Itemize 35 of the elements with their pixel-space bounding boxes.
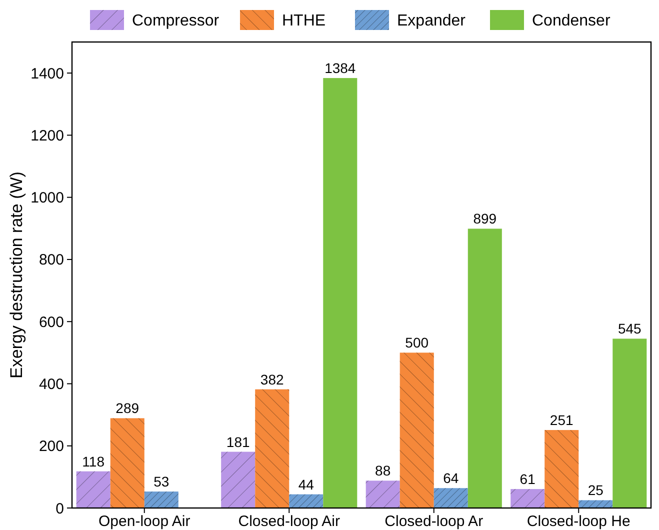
- y-tick-label: 0: [56, 500, 64, 518]
- data-label: 500: [405, 334, 429, 351]
- y-tick-label: 1000: [30, 190, 64, 207]
- y-tick-label: 400: [38, 376, 64, 393]
- x-tick-label: Closed-loop He: [526, 513, 630, 530]
- data-label: 53: [154, 474, 170, 490]
- data-label: 289: [116, 400, 140, 416]
- legend-label: HTHE: [282, 12, 326, 30]
- y-tick-label: 1200: [30, 127, 64, 144]
- bar: [323, 78, 358, 508]
- legend-label: Condenser: [532, 12, 611, 30]
- data-label: 545: [618, 320, 642, 337]
- data-label: 251: [550, 412, 574, 428]
- data-label: 25: [588, 482, 604, 498]
- x-tick-label: Closed-loop Ar: [384, 513, 484, 530]
- data-label: 1384: [324, 60, 356, 76]
- data-label: 382: [260, 371, 284, 388]
- bar: [612, 338, 647, 508]
- y-tick-label: 600: [38, 314, 64, 331]
- data-label: 44: [298, 476, 314, 492]
- data-label: 118: [82, 453, 105, 470]
- legend-label: Expander: [397, 12, 466, 30]
- data-label: 64: [443, 470, 459, 486]
- x-tick-label: Closed-loop Air: [238, 513, 340, 530]
- data-label: 899: [473, 210, 497, 227]
- y-tick-label: 1400: [30, 65, 64, 82]
- data-label: 88: [375, 462, 391, 479]
- x-tick-label: Open-loop Air: [98, 513, 190, 530]
- y-axis-title: Exergy destruction rate (W): [7, 172, 26, 378]
- data-label: 181: [226, 434, 250, 450]
- y-tick-label: 200: [38, 438, 64, 456]
- y-tick-label: 800: [38, 252, 64, 269]
- legend-label: Compressor: [132, 12, 220, 30]
- bar: [468, 228, 502, 508]
- data-label: 61: [520, 471, 536, 488]
